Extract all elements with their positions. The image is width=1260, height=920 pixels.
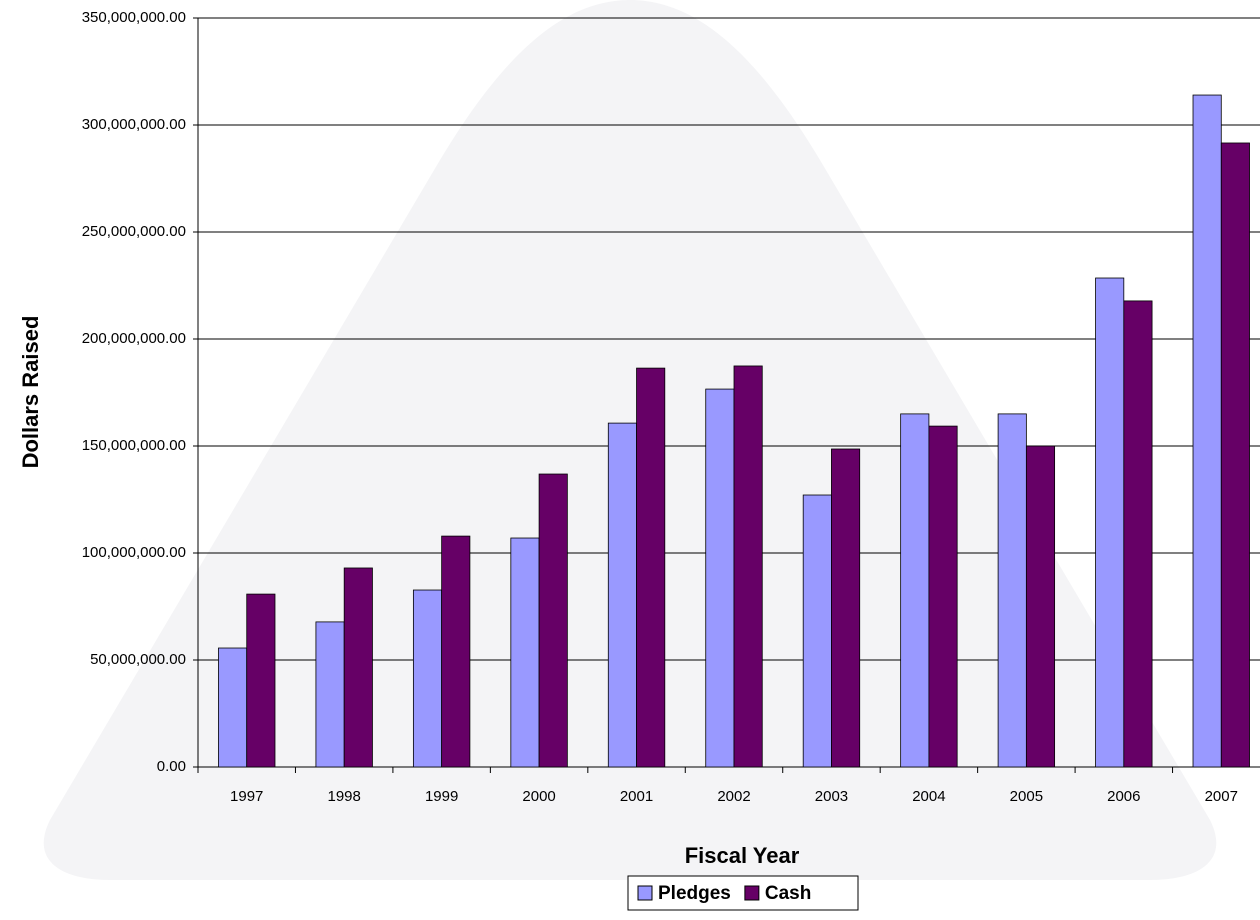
bar: [538, 473, 568, 768]
bar: [510, 537, 540, 768]
legend-label: Cash: [765, 883, 811, 904]
bar: [315, 621, 345, 768]
bar: [997, 413, 1027, 768]
bar: [1123, 300, 1153, 768]
x-axis-title: Fiscal Year: [685, 843, 800, 868]
y-axis-title: Dollars Raised: [18, 316, 43, 469]
bar: [636, 367, 666, 768]
y-tick-label: 0.00: [157, 758, 186, 775]
y-tick-label: 200,000,000.00: [82, 330, 186, 347]
legend-box: [627, 875, 859, 911]
bar: [802, 494, 832, 768]
bar: [1095, 277, 1125, 768]
y-tick-label: 100,000,000.00: [82, 544, 186, 561]
bar: [900, 413, 930, 768]
bar: [1220, 142, 1250, 768]
x-tick-label: 2003: [815, 788, 848, 805]
y-tick-label: 250,000,000.00: [82, 223, 186, 240]
legend-label: Pledges: [658, 883, 731, 904]
legend-swatch: [637, 885, 653, 901]
x-tick-label: 2000: [522, 788, 555, 805]
bar: [246, 593, 276, 768]
x-tick-label: 2004: [912, 788, 945, 805]
bar: [733, 365, 763, 768]
x-tick-label: 2005: [1010, 788, 1043, 805]
bar: [343, 567, 373, 768]
bar: [412, 589, 443, 768]
x-tick-label: 2007: [1205, 788, 1238, 805]
bar: [1025, 445, 1056, 768]
bar: [218, 647, 248, 768]
x-tick-label: 1998: [327, 788, 360, 805]
bar: [607, 422, 637, 768]
y-tick-label: 50,000,000.00: [90, 651, 186, 668]
bar: [831, 448, 861, 768]
x-tick-label: 1997: [230, 788, 263, 805]
x-tick-label: 2002: [717, 788, 750, 805]
y-tick-label: 150,000,000.00: [82, 437, 186, 454]
x-tick-label: 2006: [1107, 788, 1140, 805]
y-tick-label: 300,000,000.00: [82, 116, 186, 133]
x-tick-label: 1999: [425, 788, 458, 805]
bar: [1192, 94, 1222, 768]
x-tick-label: 2001: [620, 788, 653, 805]
y-tick-label: 350,000,000.00: [82, 9, 186, 26]
bar: [441, 535, 471, 768]
legend-swatch: [744, 885, 760, 901]
bar: [928, 425, 958, 768]
bar: [705, 388, 735, 768]
